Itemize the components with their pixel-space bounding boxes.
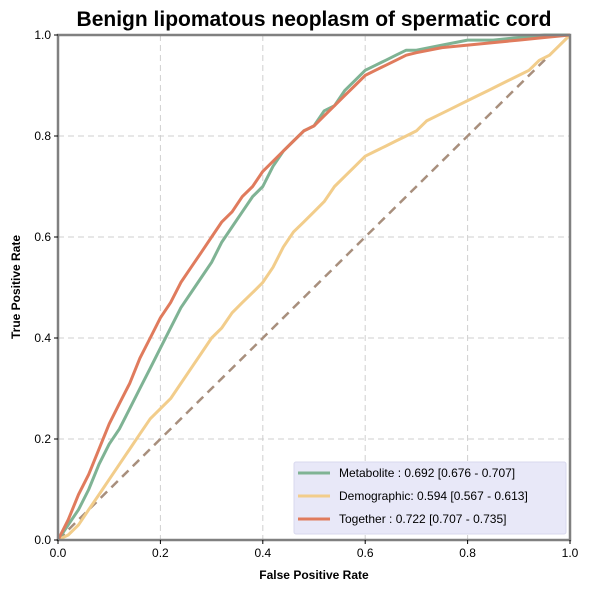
y-tick-label: 0.6 xyxy=(34,230,51,244)
x-tick-label: 0.8 xyxy=(459,546,476,560)
plot-frame xyxy=(56,33,572,542)
x-axis-label: False Positive Rate xyxy=(259,568,369,582)
y-tick-label: 0.2 xyxy=(34,432,51,446)
x-tick-label: 0.0 xyxy=(50,546,67,560)
legend: Metabolite : 0.692 [0.676 - 0.707] Demogr… xyxy=(293,461,567,535)
y-tick-label: 0.4 xyxy=(34,331,51,345)
y-axis-label: True Positive Rate xyxy=(9,235,23,339)
x-tick-label: 0.2 xyxy=(152,546,169,560)
x-tick-label: 0.6 xyxy=(357,546,374,560)
chart-title: Benign lipomatous neoplasm of spermatic … xyxy=(77,8,552,31)
x-axis-ticks: 0.0 0.2 0.4 0.6 0.8 1.0 xyxy=(50,540,579,560)
y-tick-label: 0.8 xyxy=(34,129,51,143)
legend-label-metabolite: Metabolite : 0.692 [0.676 - 0.707] xyxy=(339,466,515,480)
roc-curve-metabolite xyxy=(56,33,570,541)
legend-box xyxy=(293,461,567,535)
y-axis-ticks: 0.0 0.2 0.4 0.6 0.8 1.0 xyxy=(34,28,58,547)
legend-label-together: Together : 0.722 [0.707 - 0.735] xyxy=(339,512,506,526)
series-group xyxy=(56,33,572,542)
x-tick-label: 1.0 xyxy=(562,546,579,560)
y-tick-label: 1.0 xyxy=(34,28,51,42)
x-tick-label: 0.4 xyxy=(254,546,271,560)
grid-lines xyxy=(58,35,570,540)
roc-curve-together xyxy=(56,33,571,541)
legend-label-demographic: Demographic: 0.594 [0.567 - 0.613] xyxy=(339,489,528,503)
roc-curve-demographic xyxy=(57,33,572,542)
y-tick-label: 0.0 xyxy=(34,533,51,547)
